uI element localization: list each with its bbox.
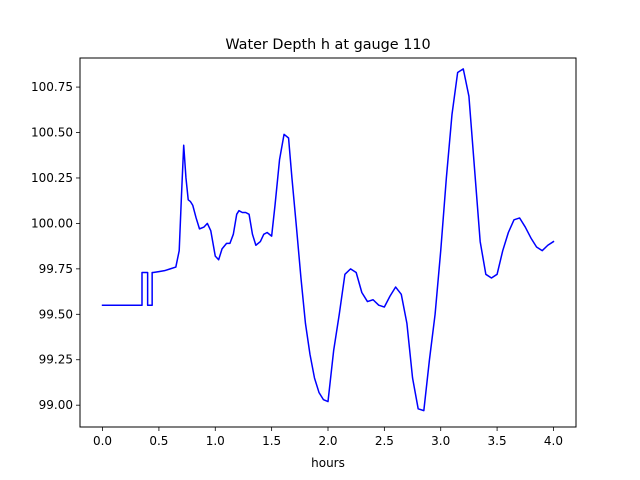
y-tick-label: 99.00 (39, 398, 73, 412)
x-tick-label: 4.0 (544, 434, 563, 448)
x-tick-label: 1.5 (262, 434, 281, 448)
x-tick-label: 0.5 (149, 434, 168, 448)
x-tick-label: 1.0 (206, 434, 225, 448)
y-tick-label: 99.75 (39, 262, 73, 276)
x-tick-label: 2.0 (318, 434, 337, 448)
x-axis-label: hours (311, 456, 345, 470)
data-layer (101, 68, 555, 412)
chart-title: Water Depth h at gauge 110 (225, 37, 430, 53)
series-line-0 (101, 68, 555, 412)
x-tick-label: 3.5 (488, 434, 507, 448)
y-tick-label: 100.00 (31, 216, 73, 230)
x-axis: 0.0 0.5 1.0 1.5 2.0 2.5 3.0 3.5 4.0 (93, 427, 563, 448)
y-tick-label: 100.50 (31, 126, 73, 140)
y-tick-label: 100.75 (31, 80, 73, 94)
x-tick-label: 0.0 (93, 434, 112, 448)
y-axis: 99.00 99.25 99.50 99.75 100.00 100.25 100.50 10… (31, 80, 80, 412)
x-tick-label: 2.5 (375, 434, 394, 448)
y-tick-label: 100.25 (31, 171, 73, 185)
y-tick-label: 99.50 (39, 307, 73, 321)
x-tick-label: 3.0 (431, 434, 450, 448)
y-tick-label: 99.25 (39, 353, 73, 367)
